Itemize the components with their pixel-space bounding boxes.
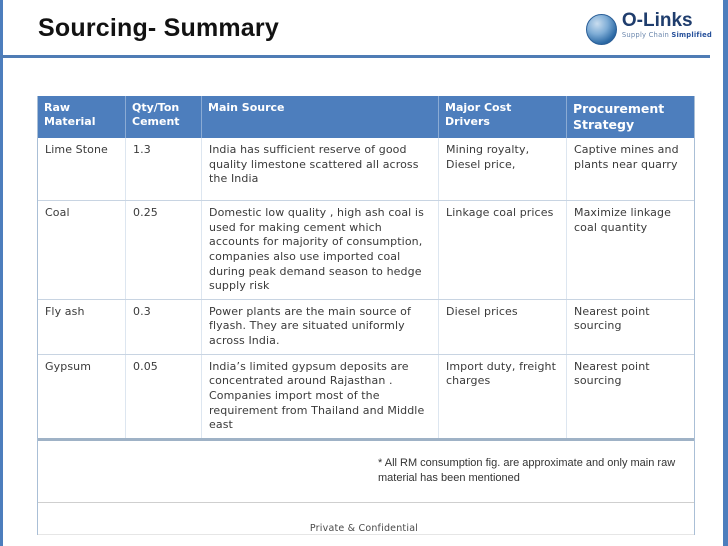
cell-source: India has sufficient reserve of good qua… [202,138,439,200]
header-cell: Procurement Strategy [573,101,665,132]
sourcing-table: Raw Material Qty/Ton Cement Main Source Maj… [37,96,695,535]
cell-strategy: Nearest point sourcing [574,359,650,388]
footnote-row: * All RM consumption fig. are approximat… [38,437,694,502]
cell-material: Fly ash [38,299,126,354]
cell-source: Domestic low quality , high ash coal is … [202,201,439,299]
logo-tagline: Supply Chain Simplified [622,32,712,39]
table-body: Lime Stone 1.3 India has sufficient reserv… [38,138,694,438]
cell-strategy: Maximize linkage coal quantity [574,206,671,234]
cell-material: Gypsum [38,354,126,438]
header-cell: Raw Material [38,96,126,138]
header-cell: Main Source [202,96,439,138]
footer-text: Private & Confidential [309,523,419,534]
cell-source: India’s limited gypsum deposits are conc… [202,354,439,438]
header-cell: Qty/Ton Cement [126,96,202,138]
page-title: Sourcing- Summary [38,14,279,42]
o-links-logo: O-Links Supply Chain Simplified [585,11,712,45]
header-cell: Major Cost Drivers [439,96,567,138]
table-row: Lime Stone 1.3 India has sufficient reserv… [38,138,694,200]
cell-qty: 0.3 [126,299,202,354]
empty-row [38,501,694,535]
table-row: Coal 0.25 Domestic low quality , high ash … [38,200,694,299]
cell-strategy: Nearest point sourcing [574,304,650,333]
cell-source: Power plants are the main source of flya… [202,299,439,354]
cell-drivers: Linkage coal prices [439,201,567,299]
left-edge-bar [0,0,3,546]
cell-material: Lime Stone [38,138,126,200]
cell-drivers: Diesel prices [439,299,567,354]
blue-sphere-icon [585,14,617,45]
cell-material: Coal [38,201,126,299]
table-row: Gypsum 0.05 India’s limited gypsum deposit… [38,353,694,438]
logo-name: O-Links [621,10,693,31]
right-edge-bar [723,0,728,546]
logo-text: O-Links Supply Chain Simplified [622,11,712,39]
table-header: Raw Material Qty/Ton Cement Main Source Maj… [38,96,694,138]
footnote-text: * All RM consumption fig. are approximat… [378,456,676,484]
cell-drivers: Import duty, freight charges [439,354,567,438]
logo-tagline-bold: Simplified [671,31,712,39]
table-row: Fly ash 0.3 Power plants are the main sour… [38,298,694,354]
title-underline [0,55,710,58]
cell-qty: 0.05 [126,354,202,438]
cell-qty: 0.25 [126,201,202,299]
cell-drivers: Mining royalty, Diesel price, [439,138,567,200]
cell-qty: 1.3 [126,138,202,200]
logo-tagline-prefix: Supply Chain [621,31,672,39]
cell-strategy: Captive mines and plants near quarry [574,143,679,171]
